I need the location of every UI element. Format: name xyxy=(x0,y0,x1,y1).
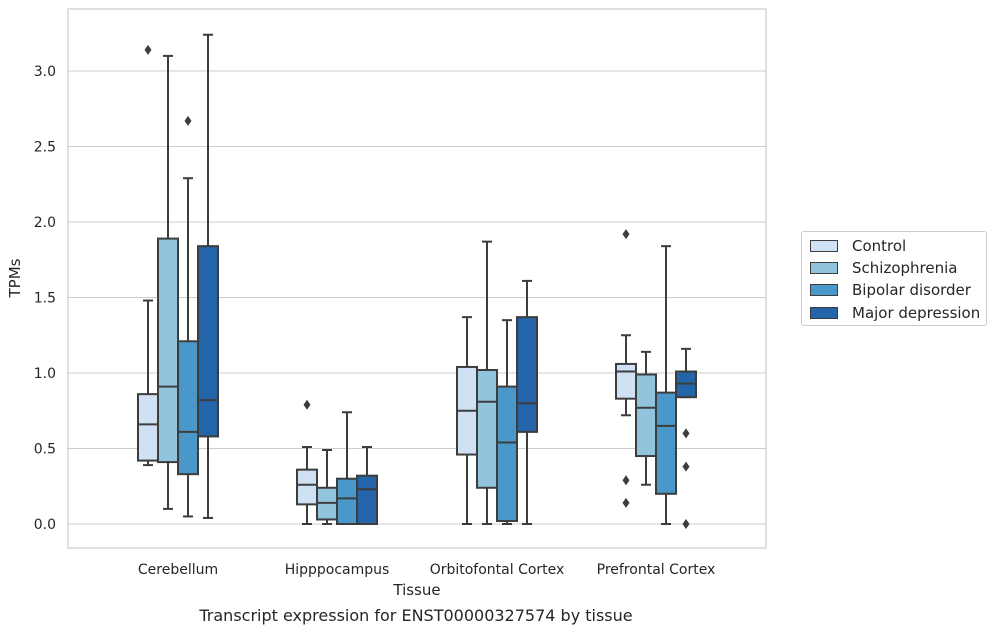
x-tick-label: Orbitofontal Cortex xyxy=(430,562,565,578)
box-body xyxy=(177,340,199,476)
legend-swatch-bipolar-disorder xyxy=(810,284,838,296)
chart-caption: Transcript expression for ENST0000032757… xyxy=(199,606,633,625)
box-control-orbitofontal-cortex xyxy=(456,316,478,525)
box-schizophrenia-hipppocampus xyxy=(316,449,338,525)
box-bipolar-disorder-orbitofontal-cortex xyxy=(496,319,518,525)
outlier-point xyxy=(622,229,630,240)
x-tick-label: Hipppocampus xyxy=(285,562,390,578)
box-body xyxy=(496,385,518,522)
legend-swatch-major-depression xyxy=(810,307,838,319)
x-tick-label: Cerebellum xyxy=(138,562,218,578)
outlier-point xyxy=(682,519,690,529)
legend-label-control: Control xyxy=(852,237,907,255)
y-tick-label: 0.5 xyxy=(34,442,56,458)
outlier-point xyxy=(622,475,630,486)
legend-label-major-depression: Major depression xyxy=(852,304,981,322)
plot-frame xyxy=(67,8,767,549)
box-body xyxy=(615,362,637,400)
y-tick-label: 0.0 xyxy=(34,517,56,533)
legend-label-bipolar-disorder: Bipolar disorder xyxy=(852,281,971,299)
y-tick-label: 1.0 xyxy=(34,366,56,382)
box-major-depression-orbitofontal-cortex xyxy=(516,279,538,525)
legend-label-schizophrenia: Schizophrenia xyxy=(852,259,958,277)
y-tick-labels: 0.0 0.5 1.0 1.5 2.0 2.5 3.0 xyxy=(34,64,56,533)
box-bipolar-disorder-prefrontal-cortex xyxy=(655,245,677,525)
x-axis-label: Tissue xyxy=(392,581,440,599)
outlier-point xyxy=(622,497,630,508)
y-tick-label: 1.5 xyxy=(34,291,56,307)
box-control-hipppocampus xyxy=(296,399,318,525)
box-body xyxy=(516,316,538,433)
box-control-prefrontal-cortex xyxy=(615,229,637,508)
y-tick-label: 2.5 xyxy=(34,140,56,156)
box-schizophrenia-orbitofontal-cortex xyxy=(476,240,498,525)
legend-swatch-schizophrenia xyxy=(810,262,838,274)
box-body xyxy=(336,477,358,526)
box-major-depression-cerebellum xyxy=(197,33,219,519)
box-body xyxy=(356,474,378,525)
box-bipolar-disorder-hipppocampus xyxy=(336,411,358,526)
box-body xyxy=(655,391,677,495)
y-tick-label: 2.0 xyxy=(34,215,56,231)
box-major-depression-hipppocampus xyxy=(356,445,378,525)
legend-swatch-control xyxy=(810,240,838,252)
box-body xyxy=(635,373,657,458)
box-bipolar-disorder-cerebellum xyxy=(177,115,199,518)
box-body xyxy=(476,368,498,489)
x-tick-label: Prefrontal Cortex xyxy=(597,562,716,578)
x-tick-labels: Cerebellum Hipppocampus Orbitofontal Corte… xyxy=(138,562,715,578)
box-schizophrenia-prefrontal-cortex xyxy=(635,350,657,486)
box-control-cerebellum xyxy=(137,44,159,467)
y-axis-label: TPMs xyxy=(6,258,24,298)
legend: Control Schizophrenia Bipolar disorder M… xyxy=(801,231,987,326)
legend-item-bipolar-disorder: Bipolar disorder xyxy=(810,281,971,299)
box-major-depression-prefrontal-cortex xyxy=(675,347,697,529)
outlier-point xyxy=(144,44,152,55)
box-body xyxy=(296,468,318,506)
outlier-point xyxy=(682,428,690,439)
outlier-point xyxy=(184,115,192,126)
box-schizophrenia-cerebellum xyxy=(157,54,179,510)
outlier-point xyxy=(303,399,311,410)
box-body xyxy=(157,237,179,464)
legend-item-control: Control xyxy=(810,237,906,255)
y-tick-label: 3.0 xyxy=(34,64,56,80)
legend-item-schizophrenia: Schizophrenia xyxy=(810,259,957,277)
legend-item-major-depression: Major depression xyxy=(810,304,980,322)
box-body xyxy=(137,393,159,462)
outlier-point xyxy=(682,461,690,472)
box-layer xyxy=(137,33,697,529)
box-body xyxy=(197,245,219,438)
